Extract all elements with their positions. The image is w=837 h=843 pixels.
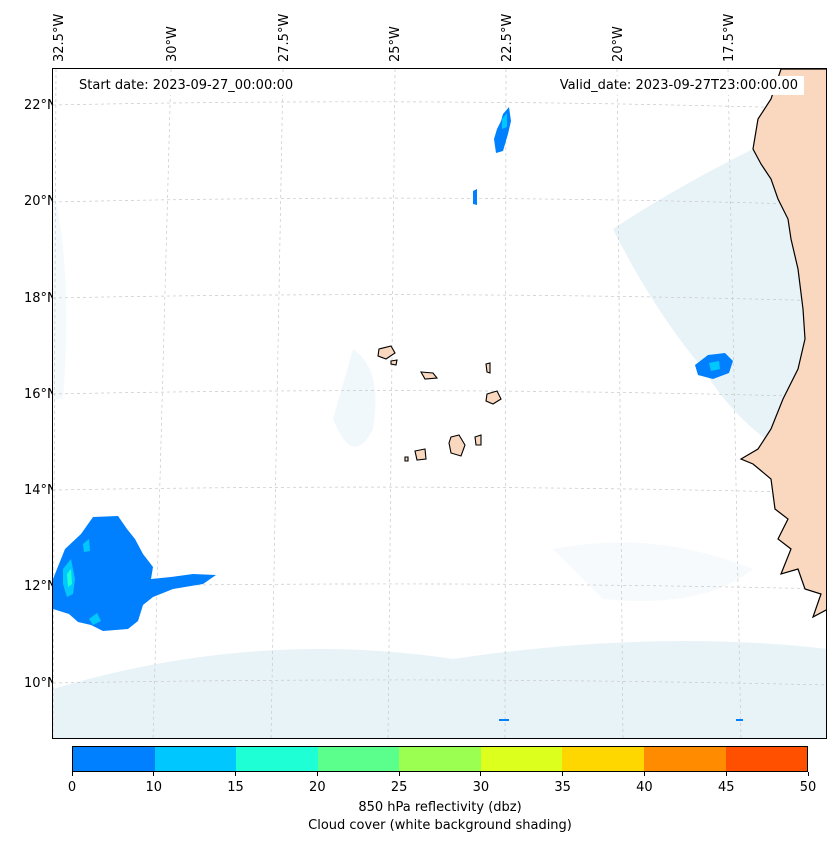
colorbar-tick-label: 15 (227, 780, 244, 795)
colorbar-segment (562, 747, 644, 771)
colorbar-tick-mark (235, 772, 237, 776)
colorbar-tick-label: 0 (67, 780, 77, 795)
colorbar-title: 850 hPa reflectivity (dbz) (358, 800, 522, 815)
reflectivity-colorbar (72, 746, 808, 772)
lat-label-10n: 10°N (24, 676, 57, 691)
lat-label-12n: 12°N (24, 579, 57, 594)
lon-label-17-5w: 17.5°W (722, 13, 737, 62)
colorbar-segment (725, 747, 808, 771)
colorbar-segment (73, 747, 155, 771)
start-date-label: Start date: 2023-09-27_00:00:00 (73, 76, 300, 95)
colorbar-tick-mark (71, 772, 73, 776)
cloud-cover-layer (53, 139, 826, 738)
colorbar-segment (480, 747, 563, 771)
colorbar-tick-mark (562, 772, 564, 776)
reflectivity-layer (53, 107, 743, 721)
lat-label-14n: 14°N (24, 483, 57, 498)
lat-label-18n: 18°N (24, 291, 57, 306)
colorbar-tick-label: 45 (717, 780, 735, 795)
colorbar-segment (643, 747, 726, 771)
lon-label-25w: 25°W (388, 26, 403, 62)
colorbar-tick-mark (807, 772, 809, 776)
colorbar-tick-label: 20 (309, 780, 326, 795)
colorbar-tick-mark (480, 772, 482, 776)
colorbar-tick-label: 50 (799, 780, 817, 795)
colorbar-tick-label: 30 (472, 780, 490, 795)
lon-label-30w: 30°W (165, 26, 180, 62)
colorbar-segment (154, 747, 237, 771)
colorbar-tick-label: 35 (554, 780, 571, 795)
colorbar-tick-label: 25 (390, 780, 408, 795)
colorbar-tick-label: 10 (145, 780, 163, 795)
colorbar-tick-mark (725, 772, 727, 776)
graticule (53, 69, 826, 738)
lat-label-22n: 22°N (24, 98, 57, 113)
lon-label-20w: 20°W (611, 26, 626, 62)
colorbar-segment (317, 747, 400, 771)
africa-landmass (739, 69, 826, 619)
lon-label-32-5w: 32.5°W (52, 13, 67, 62)
lat-label-16n: 16°N (24, 387, 57, 402)
colorbar-tick-mark (316, 772, 318, 776)
lat-label-20n: 20°N (24, 194, 57, 209)
map-panel[interactable]: Start date: 2023-09-27_00:00:00 Valid_da… (52, 68, 827, 739)
colorbar-tick-mark (153, 772, 155, 776)
lon-label-22-5w: 22.5°W (500, 13, 515, 62)
cape-verde-islands (377, 345, 502, 462)
map-canvas (53, 69, 826, 738)
colorbar-tick-label: 40 (636, 780, 653, 795)
colorbar-tick-mark (398, 772, 400, 776)
colorbar-tick-mark (643, 772, 645, 776)
colorbar-segment (399, 747, 481, 771)
lon-label-27-5w: 27.5°W (277, 13, 292, 62)
colorbar-subtitle: Cloud cover (white background shading) (308, 818, 572, 833)
valid-date-label: Valid_date: 2023-09-27T23:00:00.00 (553, 76, 804, 95)
colorbar-segment (236, 747, 318, 771)
